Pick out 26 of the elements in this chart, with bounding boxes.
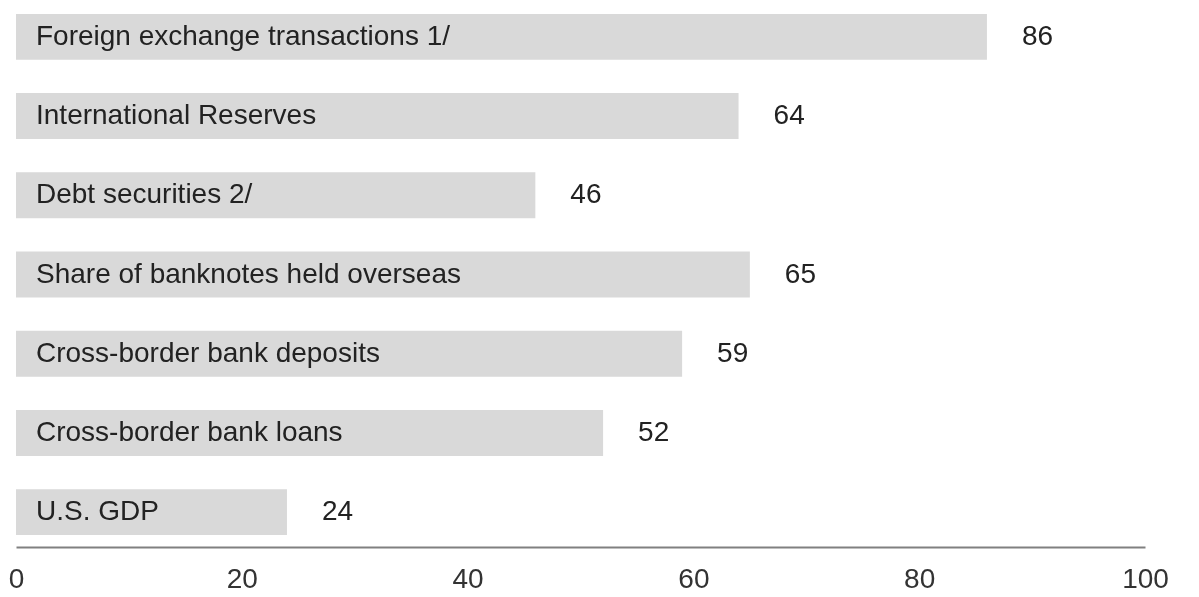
data-label: 65 xyxy=(784,257,817,289)
bar xyxy=(16,489,287,536)
y-tick-label: International Reserves xyxy=(36,99,317,131)
x-tick-label: 60 xyxy=(678,562,710,594)
x-tick-label: 20 xyxy=(226,562,258,594)
x-tick-label: 40 xyxy=(452,562,484,594)
y-tick-label: Foreign exchange transactions 1/ xyxy=(36,19,451,51)
bar xyxy=(16,172,536,219)
bar xyxy=(16,13,987,60)
data-label: 86 xyxy=(1021,19,1054,51)
y-tick-label: U.S. GDP xyxy=(36,495,159,527)
data-label: 46 xyxy=(570,178,602,210)
y-tick-label: Cross-border bank deposits xyxy=(36,336,380,368)
data-label: 64 xyxy=(773,99,805,131)
bar xyxy=(16,93,739,140)
bar xyxy=(16,330,683,377)
y-tick-label: Debt securities 2/ xyxy=(36,178,253,210)
data-label: 59 xyxy=(717,336,749,368)
x-tick-label: 0 xyxy=(8,562,25,594)
data-label: 52 xyxy=(638,415,670,447)
x-tick-label: 100 xyxy=(1122,562,1169,594)
y-tick-label: Cross-border bank loans xyxy=(36,415,343,447)
x-tick-label: 80 xyxy=(904,562,936,594)
data-label: 24 xyxy=(321,495,354,527)
y-tick-label: Share of banknotes held overseas xyxy=(36,257,461,289)
bar xyxy=(16,409,604,456)
